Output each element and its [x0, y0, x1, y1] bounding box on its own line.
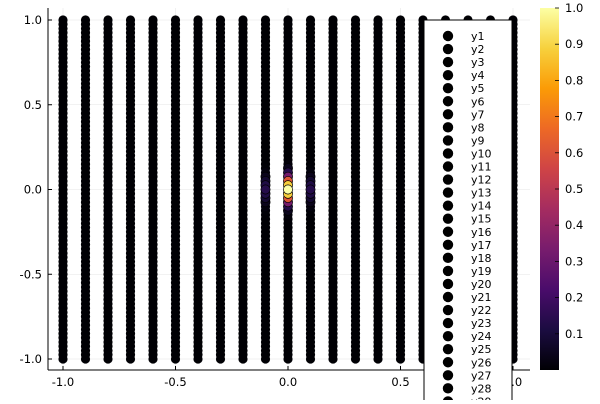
scatter-point — [395, 184, 406, 195]
scatter-point — [103, 184, 113, 195]
legend: y1y2y3y4y5y6y7y8y9y10y11y12y13y14y15y16y… — [423, 19, 513, 404]
legend-marker — [442, 200, 454, 211]
legend-label: y25 — [471, 343, 492, 356]
scatter-point — [283, 184, 293, 195]
legend-marker — [442, 109, 454, 120]
scatter-point — [148, 184, 158, 195]
legend-marker — [442, 252, 454, 264]
y-tick-label: 0.5 — [24, 98, 42, 112]
legend-marker — [442, 213, 454, 224]
scatter-point — [238, 184, 248, 195]
legend-marker — [442, 383, 454, 394]
scatter-point — [373, 184, 383, 195]
legend-label: y15 — [471, 213, 492, 226]
legend-label: y17 — [471, 239, 492, 252]
legend-marker — [442, 135, 454, 146]
legend-marker — [442, 56, 454, 68]
colorbar-tick-label: 0.5 — [565, 182, 583, 196]
legend-label: y6 — [471, 95, 485, 108]
legend-label: y23 — [471, 317, 492, 330]
y-tick-label: -0.5 — [20, 267, 42, 281]
legend-label: y29 — [471, 395, 492, 400]
legend-label: y14 — [471, 200, 492, 213]
colorbar-tick-label: 0.4 — [565, 218, 583, 232]
y-tick-label: -1.0 — [20, 352, 42, 366]
scatter-point — [58, 184, 68, 195]
scatter-point — [215, 184, 226, 195]
y-tick-label: 1.0 — [24, 13, 42, 27]
legend-marker — [442, 278, 454, 290]
legend-label: y4 — [471, 69, 485, 82]
legend-marker — [442, 161, 454, 172]
scatter-point — [170, 184, 181, 195]
legend-label: y28 — [471, 382, 492, 395]
legend-marker — [442, 226, 454, 237]
y-axis-ticks: -1.0 -0.5 0.0 0.5 1.0 — [20, 13, 52, 366]
colorbar-tick-label: 1.0 — [565, 1, 583, 15]
legend-marker — [442, 43, 454, 55]
legend-marker — [442, 291, 454, 303]
legend-label: y10 — [471, 147, 492, 160]
legend-label: y26 — [471, 356, 492, 369]
legend-marker — [442, 174, 454, 185]
legend-marker — [442, 357, 454, 368]
legend-marker — [442, 370, 454, 381]
legend-marker — [442, 304, 454, 316]
colorbar-tick-label: 0.3 — [565, 254, 583, 268]
x-tick-label: -1.0 — [52, 375, 74, 389]
legend-marker — [442, 187, 454, 198]
legend-marker — [442, 317, 454, 329]
legend-label: y2 — [471, 43, 485, 56]
x-tick-label: 0.0 — [279, 375, 297, 389]
legend-marker — [442, 83, 454, 94]
scatter-point — [328, 184, 338, 195]
x-tick-label: 0.5 — [391, 375, 409, 389]
legend-label: y3 — [471, 56, 485, 69]
legend-marker — [442, 344, 454, 355]
colorbar-tick-label: 0.8 — [565, 73, 583, 87]
legend-marker — [442, 265, 454, 277]
legend-label: y9 — [471, 134, 485, 147]
y-tick-label: 0.0 — [24, 183, 42, 197]
legend-marker — [442, 30, 454, 42]
legend-marker — [442, 96, 454, 107]
x-tick-label: -0.5 — [164, 375, 186, 389]
scatter-point — [305, 184, 316, 195]
legend-marker — [442, 148, 454, 159]
legend-label: y16 — [471, 226, 492, 239]
colorbar: 0.1 0.2 0.3 0.4 0.5 0.6 0.7 0.8 0.9 1.0 — [540, 1, 583, 370]
legend-label: y12 — [471, 174, 492, 187]
legend-label: y5 — [471, 82, 485, 95]
legend-label: y24 — [471, 330, 492, 343]
legend-label: y27 — [471, 369, 492, 382]
legend-label: y13 — [471, 187, 492, 200]
scatter-point — [125, 184, 136, 195]
legend-label: y22 — [471, 304, 492, 317]
scatter-point — [80, 184, 91, 195]
legend-label: y20 — [471, 278, 492, 291]
legend-marker — [442, 330, 454, 342]
scatter-point — [260, 184, 271, 195]
legend-label: y11 — [471, 161, 492, 174]
legend-box — [423, 19, 513, 404]
colorbar-tick-label: 0.2 — [565, 291, 583, 305]
scatter-point — [350, 184, 361, 195]
colorbar-gradient — [540, 8, 559, 370]
legend-label: y19 — [471, 265, 492, 278]
legend-marker — [442, 69, 454, 81]
legend-label: y18 — [471, 252, 492, 265]
legend-label: y8 — [471, 121, 485, 134]
colorbar-tick-label: 0.1 — [565, 327, 583, 341]
legend-marker — [442, 122, 454, 133]
legend-marker — [442, 239, 454, 250]
colorbar-tick-label: 0.7 — [565, 110, 583, 124]
scatter-point — [193, 184, 203, 195]
colorbar-tick-label: 0.6 — [565, 146, 583, 160]
colorbar-tick-label: 0.9 — [565, 37, 583, 51]
legend-label: y21 — [471, 291, 492, 304]
legend-label: y7 — [471, 108, 485, 121]
legend-label: y1 — [471, 30, 485, 43]
